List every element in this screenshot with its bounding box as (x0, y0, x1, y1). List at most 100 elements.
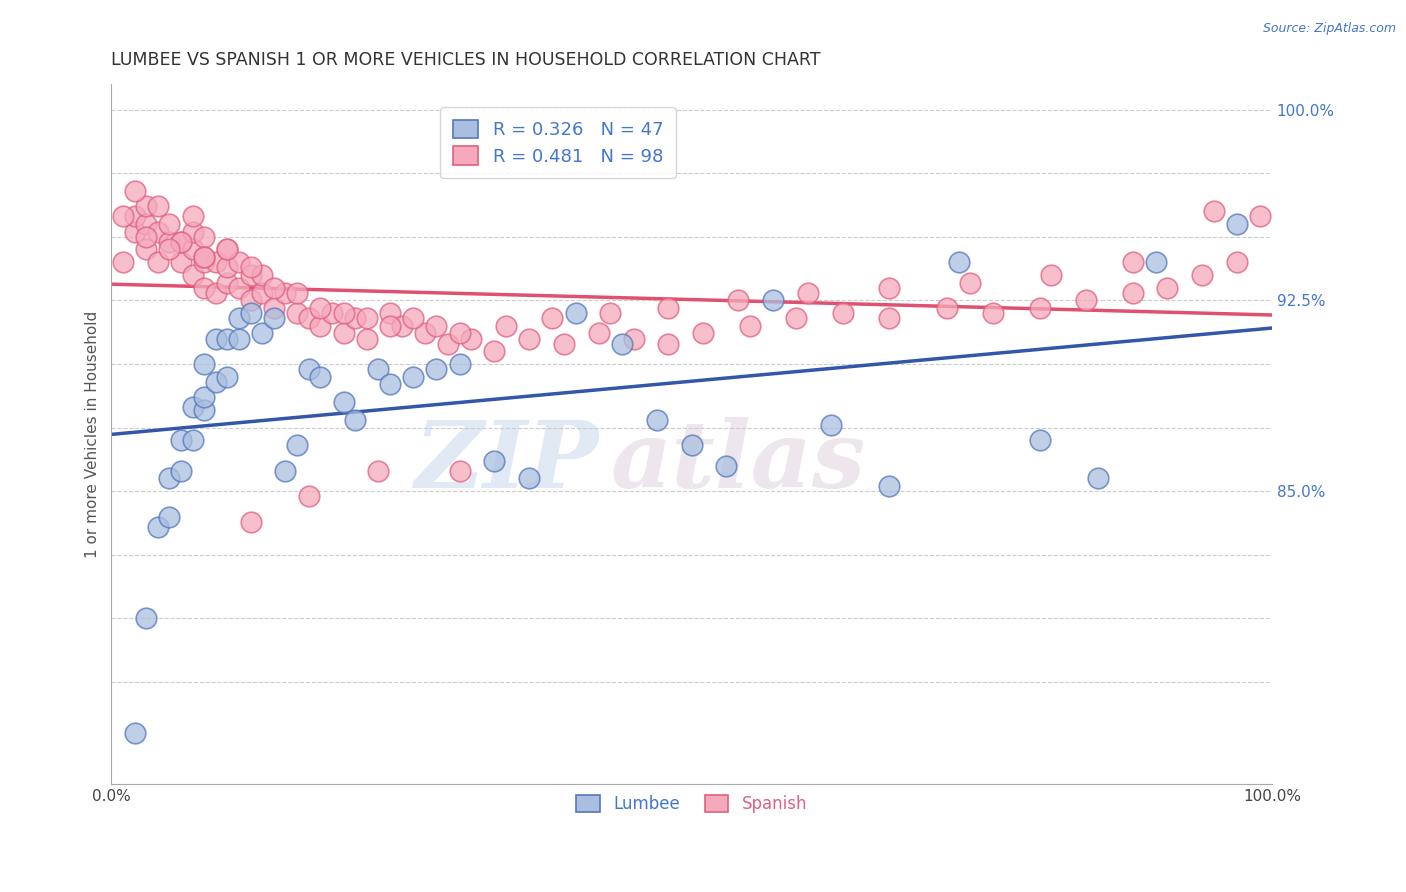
Point (877, 479, 900, 493)
Point (146, 255, 169, 269)
Point (517, 471, 540, 485)
Point (193, 250, 215, 264)
Point (285, 285, 308, 300)
Point (239, 293, 262, 308)
Point (623, 332, 645, 346)
Point (205, 255, 228, 269)
Point (252, 268, 274, 282)
Point (716, 458, 738, 473)
Point (692, 326, 714, 341)
Point (193, 402, 215, 417)
Point (135, 243, 157, 257)
Point (217, 243, 239, 257)
Point (146, 225, 169, 239)
Point (217, 369, 239, 384)
Point (425, 362, 447, 376)
Point (356, 332, 378, 346)
Point (298, 311, 321, 326)
Point (378, 377, 401, 392)
Point (159, 243, 181, 257)
Point (367, 464, 389, 478)
Point (413, 326, 436, 341)
Point (205, 332, 228, 346)
Point (181, 401, 204, 415)
Point (1144, 255, 1167, 269)
Point (217, 276, 239, 290)
Y-axis label: 1 or more Vehicles in Household: 1 or more Vehicles in Household (86, 310, 100, 558)
Point (344, 413, 367, 427)
Point (170, 464, 193, 478)
Point (170, 434, 193, 448)
Point (239, 268, 262, 282)
Point (762, 293, 785, 308)
Point (1087, 471, 1109, 485)
Point (1156, 280, 1178, 294)
Point (274, 285, 297, 300)
Point (820, 417, 842, 432)
Point (727, 293, 749, 308)
Point (378, 318, 401, 333)
Point (298, 362, 321, 376)
Point (657, 301, 679, 315)
Point (983, 306, 1005, 320)
Point (146, 199, 169, 213)
Point (356, 311, 378, 326)
Point (332, 326, 354, 341)
Point (588, 326, 610, 341)
Point (437, 336, 460, 351)
Point (159, 235, 181, 249)
Point (449, 357, 471, 371)
Point (378, 306, 401, 320)
Point (111, 210, 134, 224)
Point (228, 311, 250, 326)
Point (252, 326, 274, 341)
Point (309, 369, 332, 384)
Point (831, 306, 853, 320)
Point (263, 280, 285, 294)
Point (681, 438, 703, 452)
Point (205, 285, 228, 300)
Point (877, 280, 900, 294)
Point (1226, 255, 1249, 269)
Point (610, 336, 633, 351)
Point (1122, 255, 1144, 269)
Point (111, 255, 134, 269)
Point (124, 726, 146, 740)
Point (948, 255, 970, 269)
Point (645, 413, 668, 427)
Point (181, 434, 204, 448)
Point (135, 611, 157, 625)
Point (205, 375, 228, 389)
Point (217, 243, 239, 257)
Point (146, 520, 169, 534)
Point (239, 260, 262, 275)
Point (239, 306, 262, 320)
Point (332, 395, 354, 409)
Point (449, 326, 471, 341)
Point (170, 255, 193, 269)
Point (263, 311, 285, 326)
Point (217, 260, 239, 275)
Point (181, 210, 204, 224)
Point (321, 306, 343, 320)
Point (344, 311, 367, 326)
Point (217, 332, 239, 346)
Text: LUMBEE VS SPANISH 1 OR MORE VEHICLES IN HOUSEHOLD CORRELATION CHART: LUMBEE VS SPANISH 1 OR MORE VEHICLES IN … (111, 51, 821, 69)
Point (135, 229, 157, 244)
Point (228, 255, 250, 269)
Point (796, 285, 818, 300)
Point (460, 332, 482, 346)
Point (425, 318, 447, 333)
Point (124, 210, 146, 224)
Point (193, 390, 215, 404)
Point (1040, 268, 1063, 282)
Point (228, 280, 250, 294)
Point (1122, 285, 1144, 300)
Point (402, 369, 425, 384)
Point (263, 301, 285, 315)
Point (495, 318, 517, 333)
Point (135, 217, 157, 231)
Point (239, 515, 262, 529)
Point (1249, 210, 1271, 224)
Point (402, 311, 425, 326)
